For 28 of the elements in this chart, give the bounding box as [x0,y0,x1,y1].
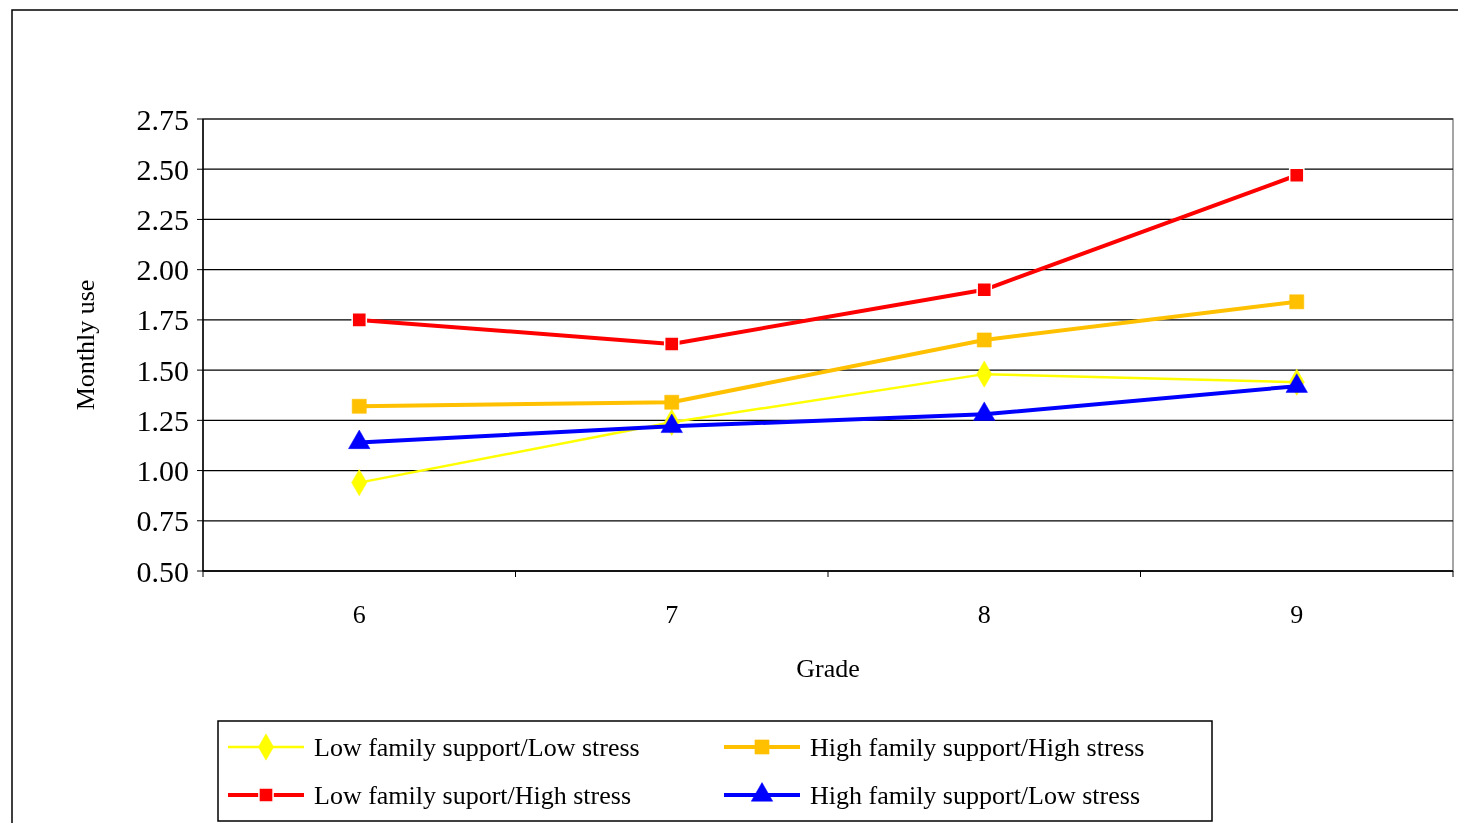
point [351,312,368,328]
legend-label: High family support/Low stress [810,781,1141,811]
y-tick-label: 0.75 [136,504,189,538]
y-tick-label: 2.00 [136,253,189,287]
x-tick-label: 6 [352,600,366,629]
point [1289,294,1305,310]
y-tick-label: 1.50 [136,353,189,387]
point [664,394,680,410]
y-tick-label: 1.25 [136,403,189,437]
y-tick-label: 2.25 [136,202,189,236]
x-tick-label: 7 [665,600,679,629]
y-axis-title: Monthly use [71,279,100,411]
y-tick-label: 1.75 [136,303,189,337]
y-tick-label: 2.50 [136,152,189,186]
legend-label: High family support/High stress [810,733,1145,763]
x-tick-label: 8 [977,600,991,629]
x-tick-label: 9 [1290,600,1304,629]
point [976,281,993,298]
y-tick-label: 1.00 [136,454,189,488]
point [1288,167,1305,184]
legend-label: Low family support/Low stress [314,733,640,763]
point [663,336,680,352]
legend-label: Low family suport/High stress [314,781,632,811]
point [976,332,992,348]
x-axis-title: Grade [796,654,860,683]
y-tick-label: 2.75 [136,102,189,136]
y-tick-label: 0.50 [136,554,189,588]
point [351,398,367,414]
